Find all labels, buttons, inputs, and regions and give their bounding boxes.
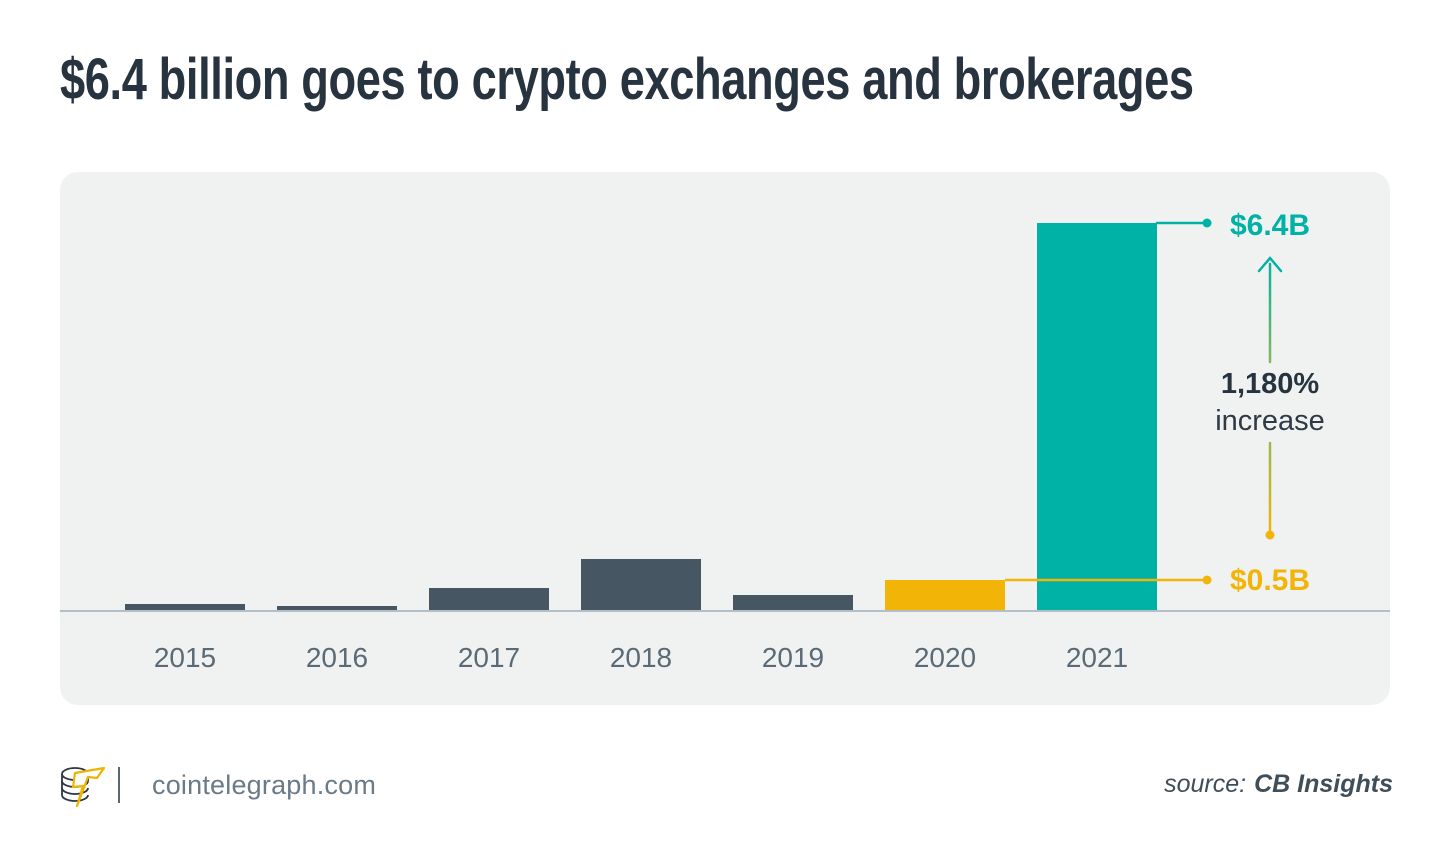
page-title: $6.4 billion goes to crypto exchanges an… <box>60 47 1194 112</box>
x-tick-2015: 2015 <box>153 642 217 673</box>
footer-branding: cointelegraph.com <box>58 758 376 812</box>
x-tick-2016: 2016 <box>305 642 369 673</box>
cointelegraph-logo-icon <box>61 766 106 808</box>
bar-2017 <box>429 588 549 610</box>
bar-2015 <box>125 604 245 610</box>
footer-site-text: cointelegraph.com <box>152 769 377 800</box>
bar-2021 <box>1037 223 1157 610</box>
bar-2020 <box>885 579 1005 610</box>
footer-divider <box>118 767 120 803</box>
chart-panel: $6.4B $0.5B 1,180% increase 2015 2016 2017… <box>60 172 1390 705</box>
min-value-label: $0.5B <box>1229 564 1311 597</box>
bar-2018 <box>581 558 701 610</box>
bar-2019 <box>733 594 853 610</box>
x-tick-2021: 2021 <box>1065 642 1129 673</box>
percent-change-value: 1,180% <box>1220 368 1320 400</box>
source-prefix: source: <box>1164 770 1247 798</box>
x-axis-line <box>60 610 1390 612</box>
bar-2016 <box>277 605 397 610</box>
percent-change-caption: increase <box>1215 405 1325 437</box>
source-name: CB Insights <box>1254 770 1393 798</box>
source-attribution: source: CB Insights <box>1164 770 1393 799</box>
x-tick-2018: 2018 <box>609 642 673 673</box>
x-tick-2019: 2019 <box>761 642 825 673</box>
x-tick-2017: 2017 <box>457 642 521 673</box>
x-tick-2020: 2020 <box>913 642 977 673</box>
increase-arrow-head <box>1257 256 1283 273</box>
annotation-overlay <box>1004 218 1283 585</box>
increase-line-dot <box>1265 530 1275 540</box>
max-value-label: $6.4B <box>1229 209 1311 242</box>
